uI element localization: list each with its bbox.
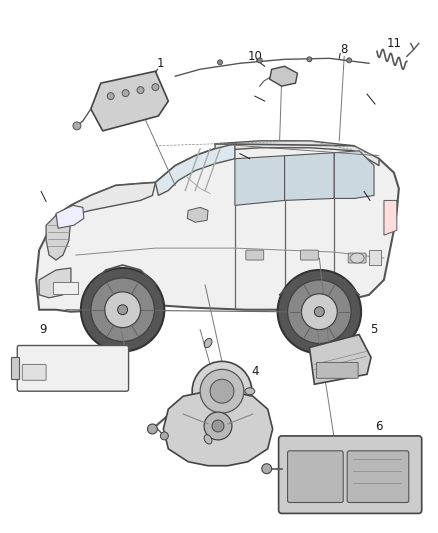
- Circle shape: [314, 307, 324, 317]
- Circle shape: [288, 280, 351, 343]
- Circle shape: [152, 84, 159, 91]
- Polygon shape: [163, 392, 273, 466]
- Circle shape: [212, 420, 224, 432]
- Circle shape: [301, 294, 337, 329]
- FancyBboxPatch shape: [17, 345, 129, 391]
- Polygon shape: [56, 205, 84, 228]
- Circle shape: [160, 432, 168, 440]
- Polygon shape: [46, 205, 71, 260]
- Text: 9: 9: [39, 323, 47, 336]
- FancyBboxPatch shape: [316, 362, 358, 378]
- Text: PASSENGER AIR BAG: PASSENGER AIR BAG: [45, 357, 109, 362]
- Text: 6: 6: [375, 421, 383, 433]
- Text: 4: 4: [251, 365, 258, 378]
- Ellipse shape: [204, 338, 212, 348]
- Circle shape: [218, 60, 223, 65]
- Circle shape: [122, 90, 129, 96]
- Polygon shape: [155, 144, 235, 196]
- Circle shape: [118, 305, 127, 314]
- FancyBboxPatch shape: [347, 451, 409, 503]
- Text: 5: 5: [370, 323, 378, 336]
- Polygon shape: [36, 144, 399, 312]
- Text: 3: 3: [264, 423, 272, 435]
- Polygon shape: [285, 153, 334, 200]
- Polygon shape: [215, 141, 379, 166]
- Circle shape: [148, 424, 157, 434]
- Ellipse shape: [245, 387, 255, 394]
- Bar: [11, 358, 19, 379]
- Circle shape: [73, 122, 81, 130]
- FancyBboxPatch shape: [246, 250, 264, 260]
- Polygon shape: [187, 207, 208, 222]
- Text: 1: 1: [157, 57, 164, 70]
- Text: 11: 11: [386, 37, 401, 50]
- FancyBboxPatch shape: [279, 436, 422, 513]
- Circle shape: [91, 278, 155, 342]
- Polygon shape: [334, 151, 374, 198]
- Text: 10: 10: [247, 50, 262, 63]
- Polygon shape: [369, 250, 381, 265]
- Polygon shape: [309, 335, 371, 384]
- Polygon shape: [91, 71, 168, 131]
- Text: 8: 8: [340, 43, 348, 56]
- FancyBboxPatch shape: [300, 250, 318, 260]
- Circle shape: [278, 270, 361, 353]
- Circle shape: [137, 87, 144, 94]
- Ellipse shape: [204, 435, 212, 444]
- Circle shape: [107, 93, 114, 100]
- Circle shape: [307, 57, 312, 62]
- FancyBboxPatch shape: [22, 365, 46, 380]
- Circle shape: [347, 58, 352, 63]
- Text: OFF: OFF: [65, 367, 89, 377]
- Bar: [53, 282, 78, 294]
- Circle shape: [81, 268, 164, 351]
- Circle shape: [105, 292, 141, 328]
- Circle shape: [200, 369, 244, 413]
- Circle shape: [257, 58, 262, 63]
- Ellipse shape: [350, 253, 364, 263]
- Polygon shape: [39, 268, 71, 298]
- Circle shape: [210, 379, 234, 403]
- Polygon shape: [71, 182, 155, 215]
- FancyBboxPatch shape: [288, 451, 343, 503]
- Polygon shape: [270, 66, 297, 86]
- Polygon shape: [235, 156, 285, 205]
- Circle shape: [204, 412, 232, 440]
- FancyBboxPatch shape: [348, 253, 366, 263]
- Circle shape: [262, 464, 272, 474]
- Polygon shape: [384, 200, 397, 235]
- Circle shape: [192, 361, 252, 421]
